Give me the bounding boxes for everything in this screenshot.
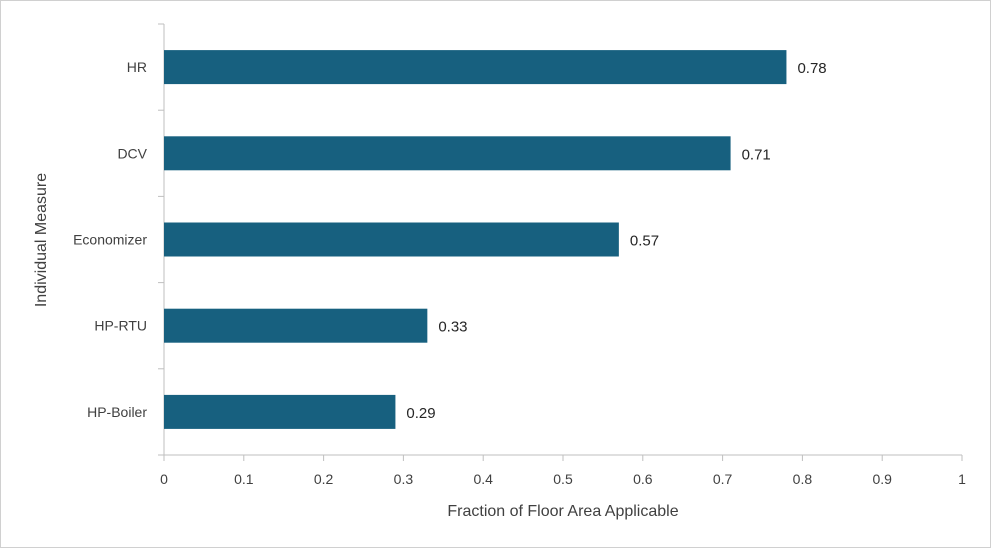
bar (164, 308, 428, 343)
category-label: HR (127, 59, 147, 75)
data-label: 0.78 (797, 60, 826, 77)
category-label: HP-RTU (94, 318, 147, 334)
category-label: Economizer (73, 232, 147, 248)
x-tick-label: 0.2 (314, 471, 334, 487)
x-tick-label: 0.1 (234, 471, 254, 487)
x-tick-label: 0.6 (633, 471, 653, 487)
data-label: 0.57 (630, 233, 659, 250)
bar (164, 50, 787, 85)
x-tick-label: 0.7 (713, 471, 733, 487)
bar (164, 394, 396, 429)
bar (164, 222, 619, 257)
data-label: 0.29 (406, 405, 435, 422)
x-tick-label: 0.3 (394, 471, 414, 487)
data-labels: 0.78 0.71 0.57 0.33 0.29 (406, 60, 826, 422)
x-tick-label: 0 (160, 471, 168, 487)
x-tick-labels: 0 0.1 0.2 0.3 0.4 0.5 0.6 0.7 0.8 0.9 1 (160, 471, 966, 487)
data-label: 0.33 (438, 319, 467, 336)
bar (164, 136, 731, 171)
category-labels: HR DCV Economizer HP-RTU HP-Boiler (73, 59, 148, 420)
data-label: 0.71 (742, 146, 771, 163)
x-axis-title: Fraction of Floor Area Applicable (447, 503, 678, 520)
bars (164, 50, 787, 429)
x-tick-label: 0.4 (473, 471, 493, 487)
category-label: DCV (117, 145, 147, 161)
x-tick-label: 1 (958, 471, 966, 487)
x-tick-label: 0.8 (793, 471, 813, 487)
x-tick-label: 0.5 (553, 471, 573, 487)
y-axis-title: Individual Measure (33, 173, 50, 307)
x-tick-label: 0.9 (872, 471, 892, 487)
category-label: HP-Boiler (87, 404, 147, 420)
